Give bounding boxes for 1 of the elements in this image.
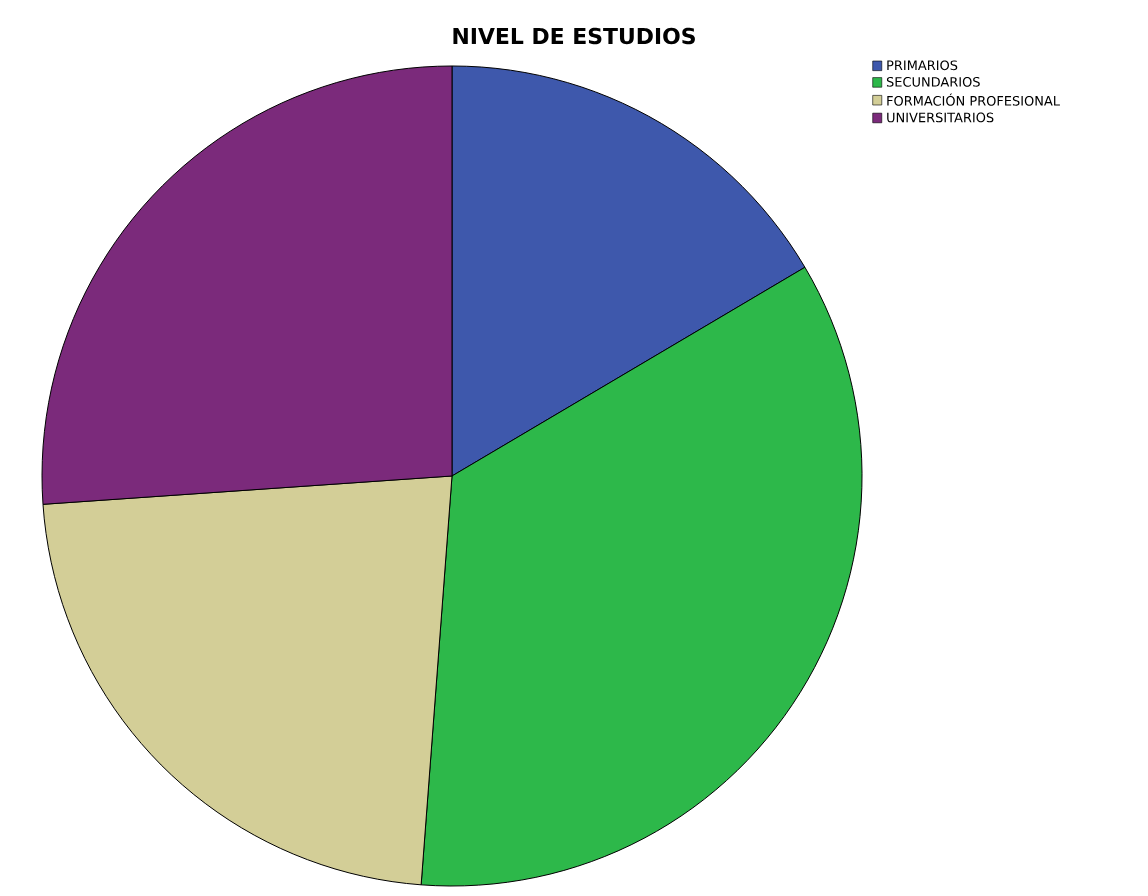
- chart-title: NIVEL DE ESTUDIOS: [453, 27, 695, 45]
